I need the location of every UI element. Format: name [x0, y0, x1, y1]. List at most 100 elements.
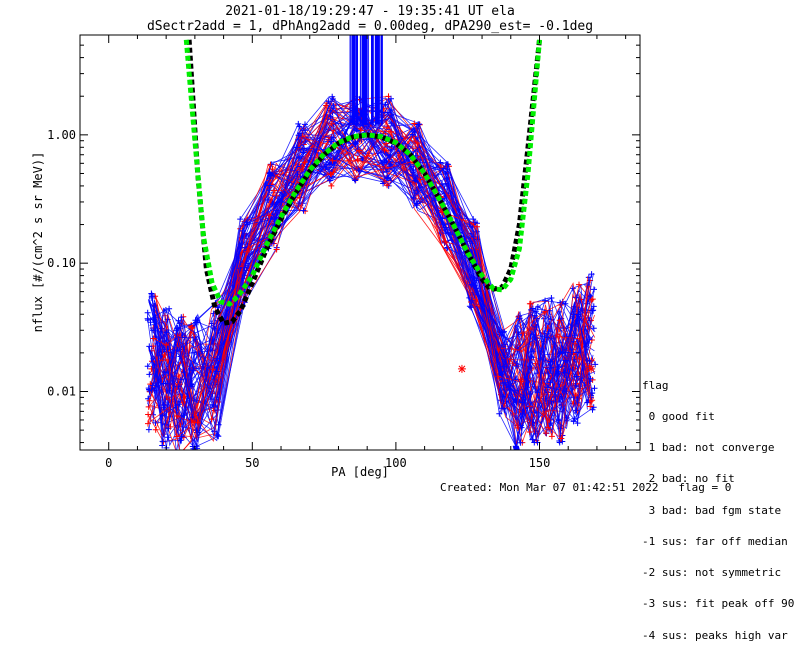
measurement-marker — [269, 201, 276, 208]
measurement-marker — [237, 216, 244, 223]
flag-legend-item: 0 good fit — [642, 410, 715, 424]
measurement-marker — [352, 177, 359, 184]
x-axis-label: PA [deg] — [331, 465, 389, 479]
measurement-trace — [153, 97, 591, 440]
measurement-marker — [174, 325, 181, 331]
measurement-marker — [515, 331, 522, 338]
measurement-marker — [534, 389, 541, 396]
flag-legend-item: -1 sus: far off median — [642, 534, 788, 548]
measurement-marker — [271, 187, 278, 194]
measurement-marker — [356, 147, 362, 154]
axis-ticks: 0 50 100 150 0.01 0.10 1.00 — [47, 35, 640, 470]
measurement-marker — [356, 167, 363, 174]
measurement-marker — [384, 174, 391, 181]
measurement-marker — [163, 342, 170, 348]
measurement-trace — [155, 115, 590, 440]
measurement-marker — [569, 285, 576, 292]
measurement-marker — [146, 397, 153, 404]
outlier-marks — [457, 364, 596, 373]
measurement-marker — [514, 363, 520, 370]
measurement-marker — [545, 424, 552, 431]
measurement-marker — [498, 329, 505, 336]
measurement-marker — [517, 439, 524, 446]
flag-legend: flag 0 good fit 1 bad: not converge 2 ba… — [642, 360, 794, 651]
measurement-marker — [388, 128, 395, 135]
measurement-marker — [352, 141, 359, 147]
measurement-marker — [587, 375, 594, 382]
measurement-marker — [302, 121, 308, 128]
measurement-marker — [265, 197, 272, 203]
measurement-marker — [577, 335, 584, 342]
measurement-marker — [149, 293, 156, 300]
measurement-marker — [526, 300, 533, 307]
measurement-marker — [329, 93, 336, 100]
outlier-point — [457, 364, 466, 373]
measurement-marker — [144, 309, 151, 316]
measurement-marker — [591, 385, 598, 392]
measurement-marker — [410, 194, 417, 201]
measurement-marker — [410, 169, 417, 176]
measurement-marker — [570, 418, 577, 425]
measurement-marker — [189, 325, 195, 332]
measurement-trace — [151, 106, 592, 409]
measurement-marker — [513, 446, 520, 450]
measurement-marker — [243, 219, 250, 226]
measurement-marker — [355, 157, 362, 164]
measurement-marker — [190, 445, 197, 450]
measurement-marker — [574, 420, 581, 427]
measurement-marker — [503, 398, 510, 405]
measurement-marker — [571, 415, 578, 422]
flag-legend-item: 1 bad: not converge — [642, 441, 775, 455]
measurement-trace — [148, 120, 593, 450]
flag-legend-item: -2 sus: not symmetric — [642, 566, 782, 580]
measurement-marker — [214, 432, 221, 439]
measurement-marker — [445, 161, 451, 168]
measurement-marker — [146, 387, 153, 394]
plot-frame — [79, 34, 641, 451]
flag-legend-item: 3 bad: bad fgm state — [642, 503, 782, 517]
measurement-marker — [562, 357, 569, 364]
measurement-marker — [531, 439, 538, 446]
measurement-marker — [502, 379, 509, 386]
measurement-marker — [576, 281, 582, 288]
measurement-marker — [190, 367, 197, 374]
measurement-marker — [585, 340, 592, 346]
measurement-marker — [519, 399, 526, 406]
measurement-marker — [214, 407, 221, 413]
y-axis-label: nflux [#/(cm^2 s sr MeV)] — [31, 152, 45, 333]
flag-legend-item: -4 sus: peaks high var — [642, 628, 788, 642]
measurement-marker — [498, 405, 505, 412]
measurement-marker — [556, 439, 563, 446]
measurement-marker — [409, 145, 416, 152]
measurement-marker — [441, 221, 448, 228]
measurement-marker — [175, 383, 182, 390]
measurement-marker — [295, 154, 302, 160]
measurement-trace — [154, 118, 588, 414]
measurement-marker — [145, 317, 151, 324]
chart-title: 2021-01-18/19:29:47 - 19:35:41 UT ela — [225, 4, 515, 19]
measurement-marker — [208, 416, 215, 423]
measurement-marker — [557, 299, 564, 306]
measurement-marker — [173, 347, 180, 354]
measurement-trace — [154, 102, 593, 432]
measurement-trace — [149, 124, 593, 412]
fit-curves — [183, 39, 542, 326]
measurement-marker — [328, 182, 335, 189]
measurement-marker — [166, 305, 173, 312]
measurement-marker — [543, 430, 549, 437]
measurement-trace — [148, 136, 596, 396]
measurement-marker — [388, 95, 394, 102]
measurement-marker — [146, 343, 153, 350]
measurement-marker — [588, 271, 595, 278]
x-tick-label: 100 — [385, 456, 407, 470]
measurement-marker — [575, 311, 582, 318]
measurement-marker — [160, 380, 167, 387]
y-tick-label: 0.01 — [47, 384, 76, 398]
measurement-marker — [559, 298, 566, 305]
x-tick-label: 50 — [245, 456, 259, 470]
measurement-trace — [155, 109, 592, 425]
measurement-marker — [150, 335, 157, 342]
measurement-marker — [267, 172, 274, 179]
measurement-marker — [294, 144, 301, 151]
y-tick-label: 1.00 — [47, 128, 76, 142]
